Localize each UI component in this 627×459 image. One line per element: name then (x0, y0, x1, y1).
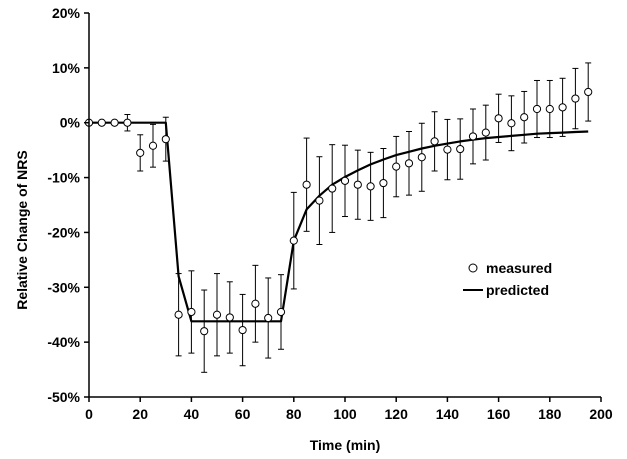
measured-point (251, 299, 260, 308)
y-tick-label: -10% (47, 170, 80, 186)
measured-point (97, 118, 106, 127)
y-axis: 20% 10% 0% -10% -20% -30% -40% -50% (47, 5, 90, 405)
measured-point (315, 196, 324, 205)
measured-point (481, 128, 490, 137)
measured-point (417, 153, 426, 162)
measured-point (366, 182, 375, 191)
y-tick-label: -20% (47, 224, 80, 240)
measured-point (302, 180, 311, 189)
measured-point (340, 176, 350, 185)
legend: measured predicted (463, 260, 552, 298)
x-tick-label: 20 (132, 406, 148, 422)
measured-point (404, 159, 414, 168)
x-axis: 0 20 40 60 80 100 120 140 160 180 200 (85, 396, 613, 422)
measured-point (225, 313, 234, 322)
measured-point (238, 325, 247, 335)
x-tick-label: 80 (286, 406, 302, 422)
x-tick-label: 60 (235, 406, 251, 422)
measured-point (136, 148, 145, 157)
measured-point (161, 135, 170, 144)
measured-point (456, 144, 465, 154)
legend-measured-label: measured (486, 260, 552, 276)
y-axis-title: Relative Change of NRS (14, 150, 30, 309)
measured-point (353, 180, 362, 189)
measured-point (545, 104, 554, 114)
measured-point (174, 310, 183, 319)
measured-point (212, 310, 222, 319)
x-tick-label: 100 (333, 406, 357, 422)
y-tick-label: 20% (52, 5, 81, 21)
measured-point (148, 141, 158, 150)
measured-point (276, 307, 286, 317)
plot-area (84, 62, 593, 373)
legend-predicted-label: predicted (486, 282, 549, 298)
y-tick-label: 10% (52, 60, 81, 76)
measured-point (328, 184, 337, 193)
x-tick-label: 160 (487, 406, 511, 422)
measured-point (494, 114, 503, 123)
x-tick-label: 200 (589, 406, 613, 422)
x-tick-label: 40 (184, 406, 200, 422)
measured-point (571, 94, 580, 103)
measured-point (558, 103, 567, 112)
measured-point (264, 313, 273, 323)
y-tick-label: 0% (60, 115, 81, 131)
x-tick-label: 0 (85, 406, 93, 422)
measured-point (200, 327, 209, 336)
y-tick-label: -40% (47, 334, 80, 350)
measured-point (187, 307, 196, 317)
measured-point (289, 236, 298, 245)
measured-point (507, 119, 516, 128)
x-tick-label: 120 (385, 406, 409, 422)
measured-point (110, 118, 119, 127)
measured-point (532, 104, 542, 114)
measured-point (443, 145, 452, 154)
x-tick-label: 180 (538, 406, 562, 422)
measured-point (468, 132, 478, 141)
y-tick-label: -50% (47, 389, 80, 405)
measured-point (520, 113, 529, 122)
measured-point (430, 137, 439, 146)
measured-point (392, 162, 401, 171)
measured-point (123, 118, 132, 127)
y-tick-label: -30% (47, 279, 80, 295)
measured-point (584, 87, 593, 97)
legend-measured-marker (468, 263, 478, 273)
x-axis-title: Time (min) (310, 437, 381, 453)
measured-point (379, 178, 388, 188)
x-tick-label: 140 (436, 406, 460, 422)
